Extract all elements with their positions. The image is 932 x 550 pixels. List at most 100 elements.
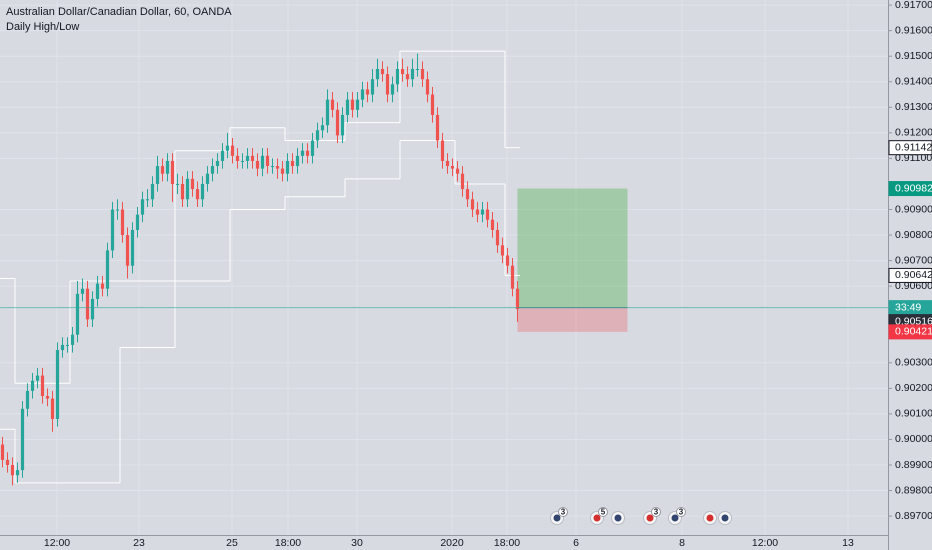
candle-body — [425, 79, 430, 95]
candle-body — [150, 183, 155, 200]
candle-body — [430, 94, 435, 115]
candle-body — [310, 140, 315, 156]
candle-body — [130, 229, 135, 266]
candle-body — [60, 344, 65, 351]
y-tick-label: 0.90700 — [895, 254, 932, 266]
candle-body — [235, 155, 240, 161]
x-tick-label: 30 — [351, 537, 363, 549]
y-tick-label: 0.89800 — [895, 484, 932, 496]
y-tick-label: 0.91300 — [895, 101, 932, 113]
target-label-bg — [888, 181, 932, 197]
candle-body — [475, 209, 480, 215]
candle-body — [45, 396, 50, 399]
x-tick-label: 25 — [226, 537, 238, 549]
candle-body — [515, 288, 520, 310]
candle-body — [365, 89, 370, 95]
candle-body — [95, 283, 100, 299]
target-zone — [517, 188, 628, 308]
y-tick-label: 0.90300 — [895, 357, 932, 369]
candle-body — [345, 99, 350, 115]
candle-body — [230, 145, 235, 156]
daily-high-label: 0.91142 — [895, 141, 932, 153]
event-badge — [651, 507, 661, 517]
x-tick-label: 18:00 — [494, 537, 520, 549]
candle-body — [155, 166, 160, 184]
candle-body — [170, 160, 175, 184]
y-tick-label: 0.89700 — [895, 510, 932, 522]
candle-body — [420, 68, 425, 80]
candle-body — [445, 160, 450, 167]
candle-body — [120, 209, 125, 236]
event-flag — [721, 514, 729, 522]
candle-body — [110, 209, 115, 251]
candle-body — [415, 68, 420, 70]
candle-body — [385, 74, 390, 95]
candle-body — [20, 408, 25, 471]
stop-zone — [517, 307, 628, 332]
y-tick-label: 0.90100 — [895, 408, 932, 420]
candle-body — [220, 150, 225, 161]
candle-body — [470, 199, 475, 210]
candle-body — [315, 130, 320, 141]
candle-body — [180, 183, 185, 200]
x-tick-label: 13 — [842, 537, 854, 549]
event-badge — [558, 507, 568, 517]
candle-body — [240, 160, 245, 162]
candle-body — [245, 155, 250, 161]
event-badge — [598, 507, 608, 517]
candle-body — [460, 173, 465, 190]
x-tick-label: 18:00 — [275, 537, 301, 549]
event-flag — [553, 514, 561, 522]
candle-body — [480, 209, 485, 215]
candle-body — [265, 155, 270, 167]
candle-body — [370, 79, 375, 95]
event-flag — [614, 514, 622, 522]
event-badge-label: 3 — [654, 508, 659, 517]
x-tick-label: 12:00 — [752, 537, 778, 549]
candle-body — [185, 178, 190, 200]
candle-body — [55, 350, 60, 420]
candle-body — [450, 166, 455, 169]
candle-body — [80, 288, 85, 294]
y-tick-label: 0.90600 — [895, 280, 932, 292]
candle-body — [485, 209, 490, 220]
candle-body — [435, 114, 440, 141]
candle-body — [160, 166, 165, 174]
candle-body — [10, 464, 15, 476]
candle-body — [250, 155, 255, 161]
candle-body — [100, 283, 105, 289]
event-flag — [593, 514, 601, 522]
candle-body — [340, 114, 345, 136]
event-flag — [646, 514, 654, 522]
candle-body — [490, 219, 495, 230]
candle-body — [50, 398, 55, 420]
candle-body — [70, 334, 75, 345]
y-tick-label: 0.90000 — [895, 433, 932, 445]
y-tick-label: 0.91100 — [895, 152, 932, 164]
event-flag — [706, 514, 714, 522]
candle-body — [440, 140, 445, 161]
candle-body — [105, 250, 110, 289]
candle-body — [225, 145, 230, 151]
indicator-title: Daily High/Low — [6, 21, 79, 33]
candle-body — [15, 470, 20, 476]
candle-body — [210, 166, 215, 174]
stop-label-bg — [888, 324, 932, 340]
candle-body — [205, 173, 210, 184]
candle-body — [145, 199, 150, 201]
candle-body — [255, 160, 260, 169]
x-tick-label: 2020 — [440, 537, 464, 549]
candle-body — [25, 390, 30, 409]
x-tick-label: 6 — [573, 537, 579, 549]
y-tick-label: 0.90200 — [895, 382, 932, 394]
candle-body — [395, 68, 400, 85]
candle-body — [260, 155, 265, 169]
candle-body — [390, 84, 395, 95]
axes: 0.91700 0.91600 0.91500 0.91400 0.91300 0.912… — [44, 0, 932, 549]
candle-body — [190, 178, 195, 190]
candle-body — [320, 125, 325, 131]
candle-body — [5, 459, 10, 465]
event-badge-label: 5 — [601, 508, 606, 517]
candle-body — [400, 68, 405, 75]
